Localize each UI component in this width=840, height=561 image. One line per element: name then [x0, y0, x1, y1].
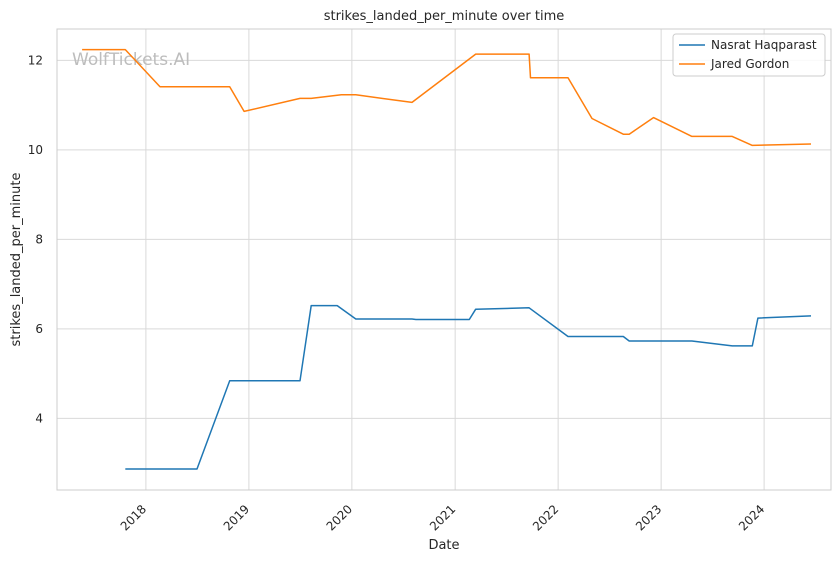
watermark: WolfTickets.AI [72, 50, 190, 70]
grid [57, 29, 831, 490]
y-tick-label: 4 [35, 411, 43, 425]
series-line-0 [125, 304, 812, 470]
legend: Nasrat Haqparast Jared Gordon [672, 33, 826, 77]
y-axis-label: strikes_landed_per_minute [9, 173, 24, 347]
plot-frame [56, 28, 832, 491]
series-line-1 [82, 48, 812, 147]
legend-entry: Jared Gordon [710, 57, 789, 71]
legend-entry: Nasrat Haqparast [711, 38, 817, 52]
y-tick-label: 6 [35, 322, 43, 336]
y-tick-labels: 4 6 8 10 12 [28, 53, 43, 425]
x-axis-label: Date [428, 538, 459, 553]
y-tick-label: 10 [28, 143, 43, 157]
series-lines [82, 48, 812, 470]
y-tick-label: 12 [28, 53, 43, 67]
chart-title: strikes_landed_per_minute over time [324, 9, 565, 24]
y-tick-label: 8 [35, 232, 43, 246]
legend-box [672, 33, 826, 77]
